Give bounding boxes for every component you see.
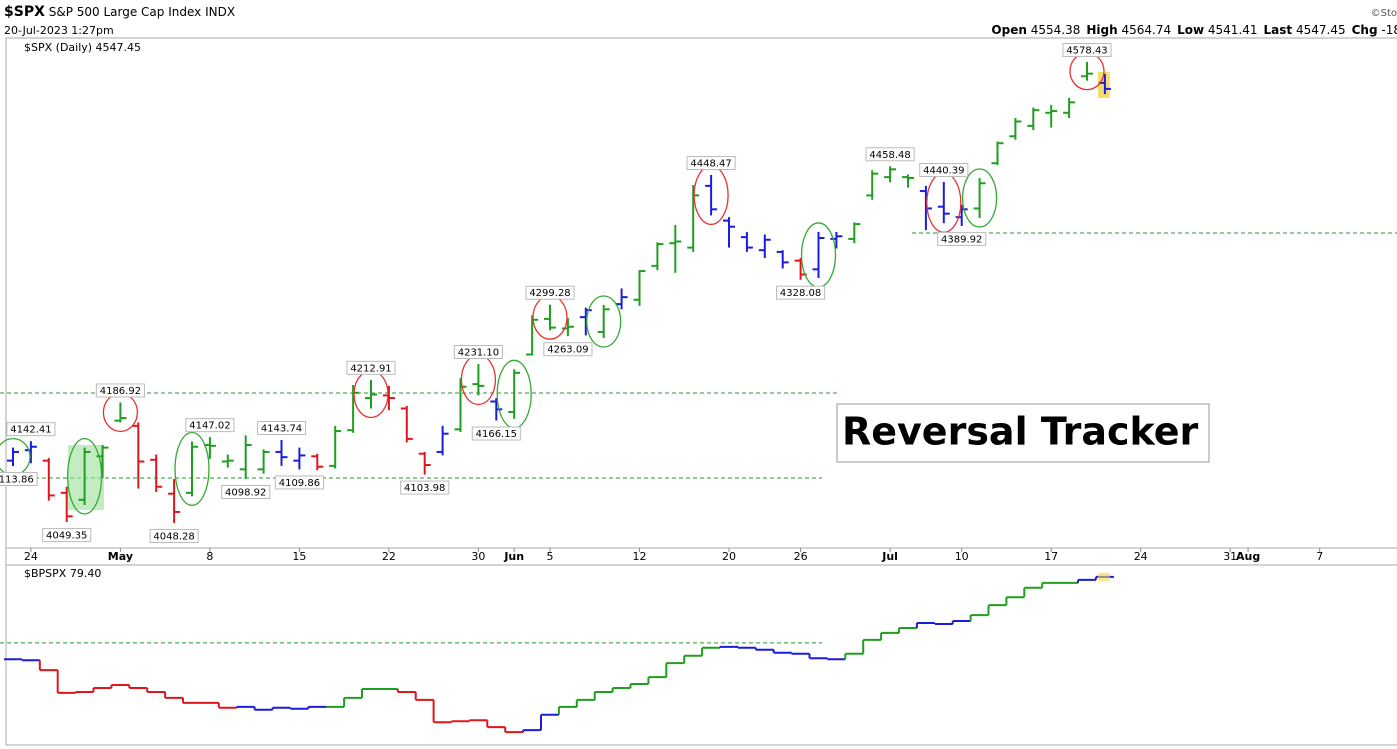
reversal-circle — [961, 168, 998, 228]
quote-label: Low — [1177, 23, 1205, 37]
x-tick-label: 24 — [24, 550, 38, 563]
annotation-label: 4458.48 — [869, 150, 910, 161]
reversal-circle — [66, 437, 103, 515]
x-tick-label: 26 — [794, 550, 808, 563]
annotation-box — [453, 345, 503, 360]
annotation-box — [0, 471, 38, 486]
x-tick-label: May — [108, 550, 133, 563]
quote-value: 4564.74 — [1121, 23, 1172, 37]
header: $SPX S&P 500 Large Cap Index INDX — [4, 4, 235, 20]
annotation-box — [42, 528, 92, 543]
axis-strip — [5, 547, 1397, 566]
legend: $SPX (Daily) 4547.45 — [24, 41, 141, 54]
x-tick-label: 20 — [722, 550, 736, 563]
annotation-box — [149, 529, 199, 544]
annotation-label: 4113.86 — [0, 474, 34, 485]
annotation-box — [346, 360, 396, 375]
annotation-box — [1062, 42, 1112, 57]
annotation-box — [543, 342, 593, 357]
annotation-box — [686, 155, 736, 170]
annotation-label: 4448.47 — [690, 158, 731, 169]
quote: Open 4554.38 High 4564.74 Low 4541.41 Last … — [985, 23, 1397, 37]
x-tick-label: 12 — [633, 550, 647, 563]
symbol: $SPX — [4, 4, 45, 20]
x-tick-label: Aug — [1236, 550, 1260, 563]
x-tick-label: Jul — [881, 550, 898, 563]
quote-label: Open — [991, 23, 1027, 37]
x-tick-label: 17 — [1044, 550, 1058, 563]
annotation-label: 4578.43 — [1066, 45, 1107, 56]
reversal-circle — [174, 431, 210, 506]
annotation-label: 4299.28 — [529, 288, 570, 299]
panel-frame — [5, 37, 1397, 549]
annotation-label: 4389.92 — [941, 234, 982, 245]
reversal-circle — [0, 437, 31, 476]
quote-label: Last — [1263, 23, 1293, 37]
annotation-label: 4098.92 — [225, 487, 266, 498]
annotation-label: 4049.35 — [46, 531, 87, 542]
annotation-box — [95, 383, 145, 398]
annotation-box — [776, 285, 826, 300]
x-tick-label: 31 — [1223, 550, 1237, 563]
annotation-label: 4440.39 — [923, 166, 964, 177]
annotation-label: 4263.09 — [547, 345, 588, 356]
x-tick-label: 10 — [955, 550, 969, 563]
annotation-box — [274, 475, 324, 490]
annotation-label: 4231.10 — [458, 348, 499, 359]
highlight — [1097, 572, 1110, 581]
quote-label: High — [1086, 23, 1118, 37]
annotation-label: 4142.41 — [10, 425, 51, 436]
reversal-circle — [586, 295, 622, 348]
x-tick-label: 24 — [1134, 550, 1148, 563]
annotation-label: 4166.15 — [476, 429, 517, 440]
x-tick-label: 22 — [382, 550, 396, 563]
quote-value: 4554.38 — [1030, 23, 1081, 37]
annotation-box — [221, 484, 271, 499]
quote-value: -18 — [1381, 23, 1397, 37]
annotation-box — [471, 426, 521, 441]
annotation-box — [865, 147, 915, 162]
annotation-box — [937, 231, 987, 246]
legend: $BPSPX 79.40 — [24, 567, 101, 580]
quote-value: 4541.41 — [1207, 23, 1258, 37]
quote-label: Chg — [1351, 23, 1378, 37]
x-tick-label: 5 — [547, 550, 554, 563]
annotation-label: 4109.86 — [279, 478, 320, 489]
annotation-box — [256, 420, 307, 435]
annotation-label: 4212.91 — [350, 363, 391, 374]
annotation-label: 4328.08 — [780, 288, 821, 299]
annotation-label: 4048.28 — [153, 532, 194, 543]
annotation-box — [6, 422, 56, 437]
panel-frame — [5, 564, 1397, 746]
timestamp: 20-Jul-2023 1:27pm — [4, 24, 114, 37]
x-tick-label: Jun — [503, 550, 524, 563]
annotation-label: 4143.74 — [261, 423, 302, 434]
annotation-box — [185, 418, 235, 433]
callout: Reversal Tracker — [842, 410, 1199, 454]
annotation-label: 4186.92 — [100, 386, 141, 397]
annotation-label: 4147.02 — [189, 421, 230, 432]
exchange: INDX — [205, 5, 236, 19]
callout-box — [836, 403, 1210, 463]
annotation-box — [919, 163, 969, 178]
annotation-label: 4103.98 — [404, 483, 445, 494]
annotation-box — [400, 480, 450, 495]
annotation-box — [525, 285, 575, 300]
quote-value: 4547.45 — [1295, 23, 1346, 37]
x-tick-label: 15 — [292, 550, 306, 563]
x-tick-label: 30 — [471, 550, 485, 563]
copyright: ©Sto — [1370, 8, 1397, 19]
x-tick-label: 8 — [206, 550, 213, 563]
index-name: S&P 500 Large Cap Index — [48, 5, 202, 19]
x-tick-label: 7 — [1316, 550, 1323, 563]
